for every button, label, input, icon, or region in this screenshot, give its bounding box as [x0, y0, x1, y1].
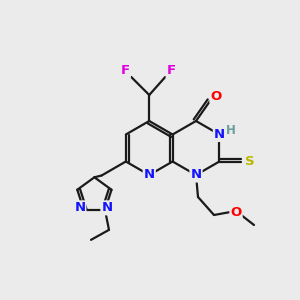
Text: F: F	[167, 64, 176, 77]
Text: N: N	[74, 201, 86, 214]
Text: H: H	[225, 124, 235, 137]
Text: N: N	[101, 201, 112, 214]
Text: O: O	[210, 89, 222, 103]
Text: O: O	[230, 206, 242, 220]
Text: S: S	[244, 155, 254, 168]
Text: N: N	[144, 169, 155, 182]
Text: N: N	[190, 169, 202, 182]
Text: N: N	[214, 128, 225, 141]
Text: F: F	[121, 64, 130, 77]
